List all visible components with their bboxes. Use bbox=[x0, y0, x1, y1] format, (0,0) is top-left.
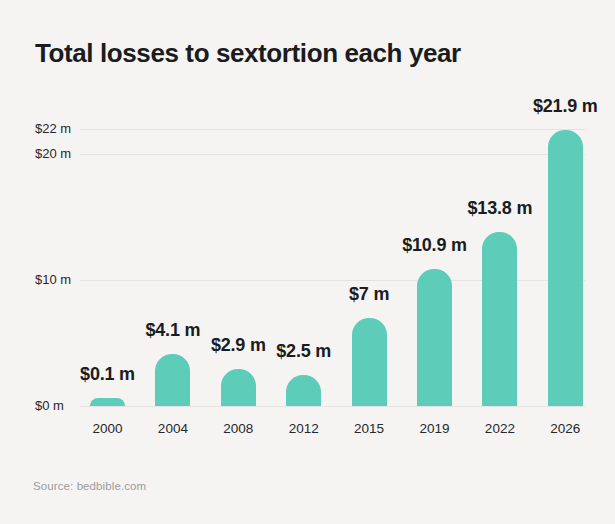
y-axis-tick-label: $10 m bbox=[35, 271, 71, 289]
bar-value-label: $7 m bbox=[349, 282, 389, 306]
x-axis-label: 2015 bbox=[354, 421, 384, 437]
bar-2008 bbox=[221, 369, 256, 406]
y-axis-tick-label: $22 m bbox=[35, 120, 71, 138]
bar-2012 bbox=[286, 375, 321, 407]
infographic-canvas: Total losses to sextortion each year $22… bbox=[0, 0, 615, 524]
bar-2022 bbox=[482, 232, 517, 406]
bar-2019 bbox=[417, 269, 452, 406]
bar-2000 bbox=[90, 398, 125, 406]
bar-2004 bbox=[155, 354, 190, 406]
x-axis-label: 2022 bbox=[485, 421, 515, 437]
bar-chart: $22 m $20 m $10 m $0 m $0.1 m 2000 $4.1 m 2004 $… bbox=[0, 0, 615, 524]
bar-value-label: $4.1 m bbox=[145, 318, 200, 342]
gridline-22m bbox=[80, 129, 585, 130]
bar-2015 bbox=[352, 318, 387, 406]
gridline-20m bbox=[80, 154, 585, 155]
x-axis-label: 2019 bbox=[419, 421, 449, 437]
bar-value-label: $10.9 m bbox=[402, 233, 467, 257]
x-axis-label: 2008 bbox=[223, 421, 253, 437]
bar-value-label: $2.9 m bbox=[211, 333, 266, 357]
y-axis-tick-label: $0 m bbox=[35, 397, 64, 415]
source-attribution: Source: bedbible.com bbox=[33, 480, 146, 492]
x-axis-label: 2000 bbox=[92, 421, 122, 437]
bar-value-label: $0.1 m bbox=[80, 362, 135, 386]
x-axis-label: 2012 bbox=[289, 421, 319, 437]
bar-2026 bbox=[548, 130, 583, 406]
bar-value-label: $2.5 m bbox=[276, 339, 331, 363]
y-axis-tick-label: $20 m bbox=[35, 145, 71, 163]
x-axis-label: 2004 bbox=[158, 421, 188, 437]
gridline-0m bbox=[80, 406, 585, 407]
bar-value-label: $21.9 m bbox=[533, 94, 598, 118]
bar-value-label: $13.8 m bbox=[468, 196, 533, 220]
x-axis-label: 2026 bbox=[550, 421, 580, 437]
